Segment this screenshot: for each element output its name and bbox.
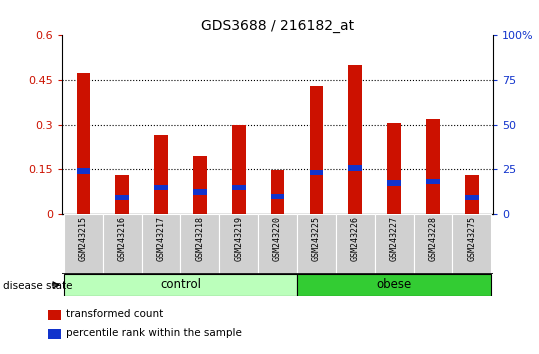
Bar [193, 189, 206, 194]
Bar [219, 214, 258, 274]
Bar [77, 73, 90, 214]
Bar [64, 214, 103, 274]
Text: GSM243219: GSM243219 [234, 216, 243, 261]
Bar [452, 214, 491, 274]
Bar [115, 195, 129, 200]
Bar [465, 195, 479, 200]
Bar [258, 214, 297, 274]
Text: GSM243218: GSM243218 [196, 216, 204, 261]
Bar [154, 185, 168, 190]
Text: GSM243220: GSM243220 [273, 216, 282, 261]
Text: GSM243215: GSM243215 [79, 216, 88, 261]
Bar [232, 185, 246, 190]
Text: GSM243227: GSM243227 [390, 216, 399, 261]
Bar [271, 170, 285, 214]
Bar [465, 176, 479, 214]
Bar [375, 214, 413, 274]
Bar [48, 309, 61, 320]
Bar [309, 170, 323, 175]
Bar [297, 214, 336, 274]
Bar [349, 165, 362, 171]
Text: GSM243275: GSM243275 [467, 216, 476, 261]
Bar [297, 274, 491, 296]
Bar [142, 214, 181, 274]
Bar [115, 175, 129, 214]
Text: transformed count: transformed count [66, 309, 163, 319]
Bar [309, 86, 323, 214]
Bar [413, 214, 452, 274]
Text: GSM243216: GSM243216 [118, 216, 127, 261]
Bar [232, 125, 246, 214]
Bar [349, 65, 362, 214]
Bar [336, 214, 375, 274]
Text: GSM243225: GSM243225 [312, 216, 321, 261]
Bar [154, 135, 168, 214]
Bar [48, 329, 61, 339]
Text: obese: obese [377, 279, 412, 291]
Text: control: control [160, 279, 201, 291]
Bar [77, 168, 90, 174]
Bar [388, 123, 401, 214]
Bar [181, 214, 219, 274]
Text: GSM243226: GSM243226 [351, 216, 360, 261]
Bar [388, 180, 401, 185]
Bar [271, 194, 285, 199]
Text: GSM243228: GSM243228 [429, 216, 438, 261]
Text: disease state: disease state [3, 281, 72, 291]
Bar [64, 274, 297, 296]
Bar [193, 156, 206, 214]
Text: GSM243217: GSM243217 [156, 216, 165, 261]
Bar [426, 179, 440, 184]
Bar [426, 119, 440, 214]
Title: GDS3688 / 216182_at: GDS3688 / 216182_at [201, 19, 354, 33]
Bar [103, 214, 142, 274]
Text: percentile rank within the sample: percentile rank within the sample [66, 329, 242, 338]
